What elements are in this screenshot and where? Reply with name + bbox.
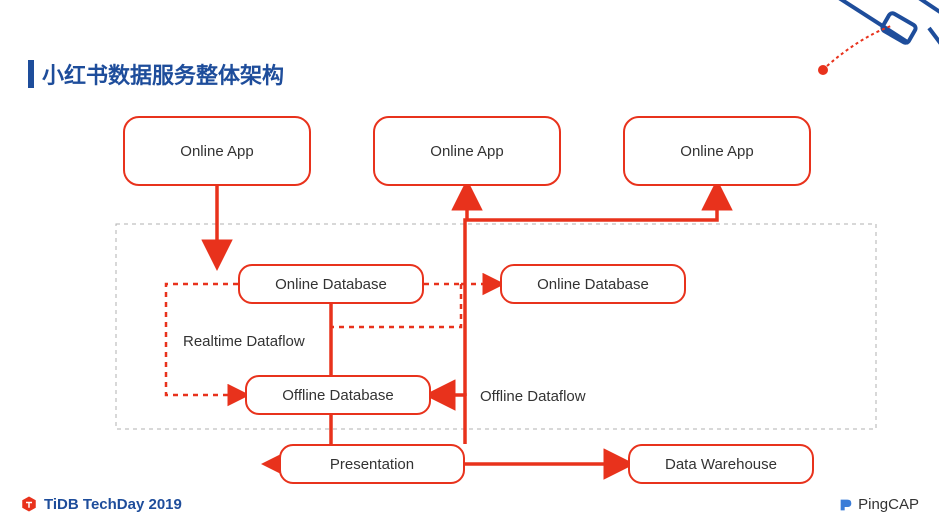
footer-right: PingCAP xyxy=(838,496,919,513)
node-app1: Online App xyxy=(123,116,311,186)
tidb-logo-icon xyxy=(20,495,38,513)
node-odb1: Online Database xyxy=(238,264,424,304)
node-pres: Presentation xyxy=(279,444,465,484)
label-rt: Realtime Dataflow xyxy=(183,333,305,350)
footer-left: TiDB TechDay 2019 xyxy=(20,495,182,513)
node-odb2: Online Database xyxy=(500,264,686,304)
label-od: Offline Dataflow xyxy=(480,388,586,405)
node-offdb: Offline Database xyxy=(245,375,431,415)
node-dw: Data Warehouse xyxy=(628,444,814,484)
footer-right-text: PingCAP xyxy=(858,496,919,513)
node-app3: Online App xyxy=(623,116,811,186)
footer-left-text: TiDB TechDay 2019 xyxy=(44,496,182,513)
node-app2: Online App xyxy=(373,116,561,186)
pingcap-logo-icon xyxy=(838,497,854,513)
satellite-decoration xyxy=(779,0,939,108)
